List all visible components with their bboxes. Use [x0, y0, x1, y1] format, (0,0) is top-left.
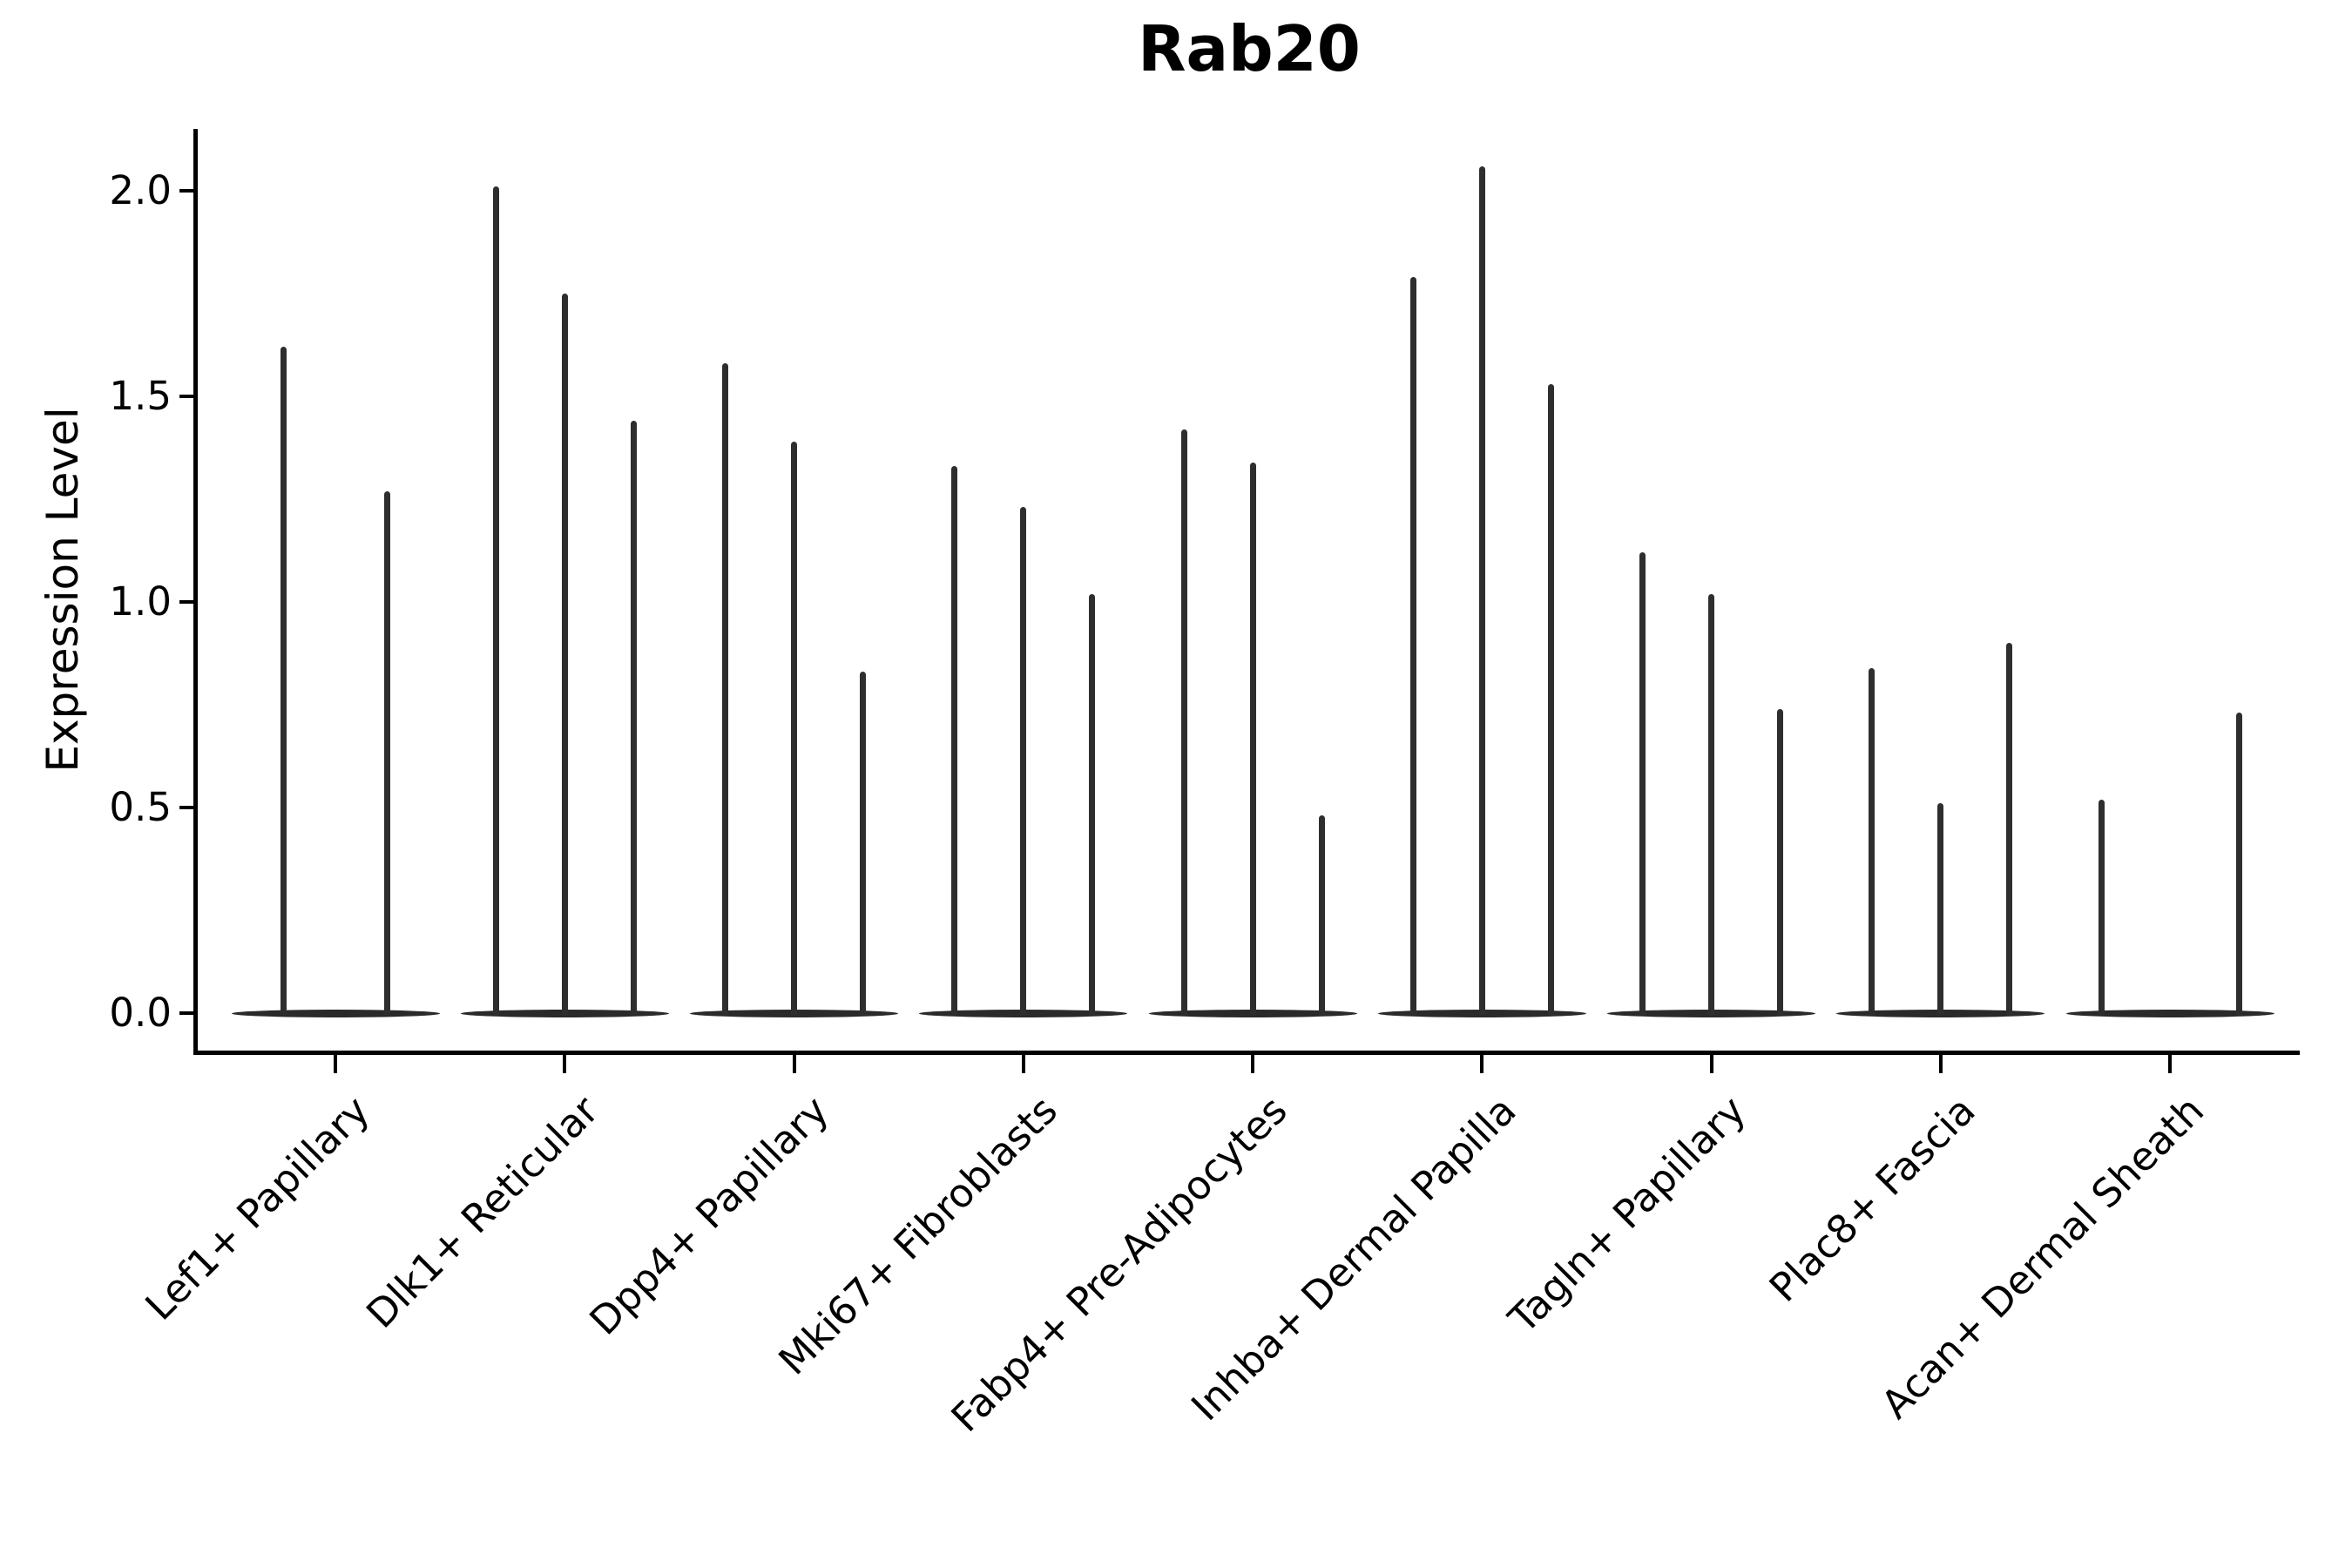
- x-tick-label: Dpp4+ Papillary: [580, 1087, 837, 1344]
- x-tick: [1251, 1055, 1254, 1073]
- violin-spike: [1249, 462, 1256, 1015]
- x-tick: [1480, 1055, 1484, 1073]
- violin-spike: [561, 294, 568, 1015]
- x-tick: [563, 1055, 567, 1073]
- violin-spike: [951, 466, 958, 1015]
- violin-spike: [630, 421, 637, 1015]
- violin-base: [231, 1009, 440, 1017]
- violin-spike: [1020, 507, 1027, 1015]
- chart-title: Rab20: [1138, 12, 1361, 85]
- violin-spike: [860, 672, 866, 1015]
- x-tick: [1709, 1055, 1713, 1073]
- y-axis-spine: [193, 129, 198, 1055]
- violin-spike: [1409, 277, 1416, 1015]
- violin-spike: [1478, 166, 1485, 1015]
- violin-base: [2065, 1009, 2274, 1017]
- y-tick-label: 0.0: [109, 990, 172, 1036]
- x-tick: [1021, 1055, 1025, 1073]
- violin-spike: [383, 490, 390, 1015]
- y-tick: [179, 600, 194, 604]
- y-tick-label: 0.5: [109, 784, 172, 830]
- violin-spike: [280, 347, 287, 1015]
- violin-spike: [1089, 593, 1096, 1015]
- violin-spike: [1937, 803, 1944, 1015]
- violin-spike: [2006, 643, 2013, 1015]
- violin-spike: [1180, 429, 1187, 1015]
- y-tick-label: 1.0: [109, 578, 172, 625]
- x-tick-label: Lef1+ Papillary: [136, 1087, 379, 1329]
- violin-spike: [791, 441, 797, 1015]
- violin-spike: [1777, 708, 1783, 1015]
- x-tick: [1938, 1055, 1943, 1073]
- violin-spike: [1318, 815, 1325, 1015]
- y-tick-label: 2.0: [109, 167, 172, 213]
- y-tick: [179, 395, 194, 398]
- violin-spike: [1547, 383, 1554, 1015]
- x-tick: [792, 1055, 796, 1073]
- y-tick-label: 1.5: [109, 373, 172, 419]
- violin-spike: [2098, 799, 2105, 1015]
- x-tick: [2168, 1055, 2172, 1073]
- x-tick-label: Tagln+ Papillary: [1499, 1087, 1754, 1342]
- violin-spike: [492, 186, 499, 1015]
- x-axis-spine: [193, 1051, 2300, 1055]
- x-tick-label: Plac8+ Fascia: [1760, 1087, 1984, 1311]
- y-tick: [179, 1011, 194, 1015]
- violin-spike: [1639, 552, 1646, 1015]
- y-tick: [179, 806, 194, 809]
- x-tick: [334, 1055, 337, 1073]
- violin-spike: [1869, 667, 1876, 1015]
- violin-spike: [1708, 593, 1714, 1015]
- x-tick-label: Dlk1+ Reticular: [357, 1087, 608, 1337]
- violin-spike: [722, 363, 728, 1015]
- y-tick: [179, 189, 194, 193]
- violin-spike: [2235, 713, 2242, 1015]
